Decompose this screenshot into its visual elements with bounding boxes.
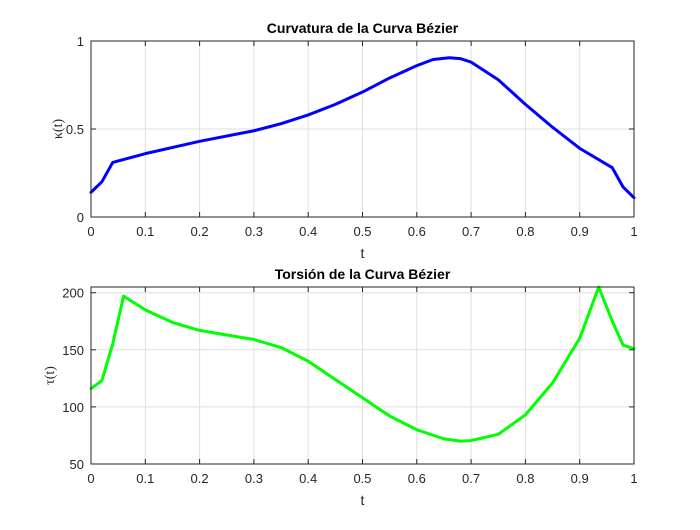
x-tick-label: 0.5	[353, 471, 371, 486]
x-tick-label: 0.8	[516, 224, 534, 239]
y-axis-label: κ(t)	[51, 119, 66, 140]
x-tick-label: 0.4	[299, 224, 317, 239]
x-tick-label: 0.7	[462, 471, 480, 486]
series-line-0	[89, 56, 636, 200]
series-line-0	[89, 285, 636, 443]
x-tick-label: 0.7	[462, 224, 480, 239]
x-tick-label: 0.2	[191, 471, 209, 486]
chart-title: Curvatura de la Curva Bézier	[267, 20, 459, 36]
x-tick-label: 0.8	[516, 471, 534, 486]
y-tick-label: 1	[77, 34, 84, 49]
x-tick-label: 1	[630, 471, 637, 486]
y-tick-label: 100	[62, 400, 84, 415]
y-tick-label: 200	[62, 286, 84, 301]
x-tick-label: 0	[87, 471, 94, 486]
x-axis-label: t	[361, 245, 365, 261]
x-tick-label: 0.9	[571, 224, 589, 239]
x-tick-label: 0	[87, 224, 94, 239]
x-tick-label: 0.3	[245, 224, 263, 239]
y-axis-label: τ(t)	[43, 366, 58, 385]
torsion-plot: 0 0.1 0.2 0.3 0.4 0.5 0.6 0.7 0.8 0.9 150100150200…	[43, 266, 638, 508]
y-tick-label: 0	[77, 210, 84, 225]
x-tick-label: 0.3	[245, 471, 263, 486]
y-tick-label: 0.5	[66, 122, 84, 137]
x-tick-label: 0.6	[408, 471, 426, 486]
x-tick-label: 0.2	[191, 224, 209, 239]
x-tick-label: 0.1	[136, 224, 154, 239]
y-tick-label: 50	[70, 457, 84, 472]
x-tick-label: 1	[630, 224, 637, 239]
x-axis-label: t	[361, 492, 365, 508]
y-tick-label: 150	[62, 343, 84, 358]
curvature-plot: 0 0.1 0.2 0.3 0.4 0.5 0.6 0.7 0.8 0.9 1 0 0.5 1 Curvat…	[51, 20, 638, 261]
x-tick-label: 0.5	[353, 224, 371, 239]
x-tick-label: 0.9	[571, 471, 589, 486]
x-tick-label: 0.6	[408, 224, 426, 239]
chart-title: Torsión de la Curva Bézier	[275, 266, 451, 282]
x-tick-label: 0.4	[299, 471, 317, 486]
x-tick-label: 0.1	[136, 471, 154, 486]
